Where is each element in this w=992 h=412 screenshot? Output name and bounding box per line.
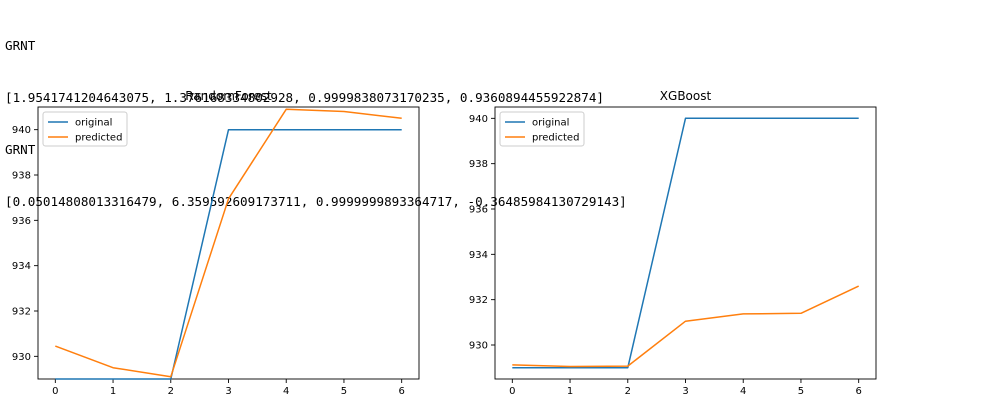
output-line: GRNT	[5, 37, 36, 53]
legend-label-original: original	[75, 118, 112, 129]
y-tick-label: 934	[12, 261, 31, 272]
y-tick-label: 930	[469, 341, 488, 352]
legend-label-predicted: predicted	[75, 133, 122, 144]
chart-title: XGBoost	[660, 89, 712, 103]
legend-label-original: original	[532, 118, 569, 129]
axes-frame	[494, 106, 877, 380]
x-tick-label: 3	[225, 386, 231, 397]
y-tick-label: 940	[12, 125, 31, 136]
y-tick-label: 936	[469, 205, 488, 216]
series-line-original	[512, 117, 859, 369]
x-tick-label: 1	[567, 386, 573, 397]
cell-output: GRNT [1.9541741204643075, 1.376168334802…	[5, 2, 627, 228]
x-tick-label: 5	[798, 386, 804, 397]
y-tick-label: 936	[12, 216, 31, 227]
series-line-original	[55, 128, 402, 380]
y-tick-label: 932	[469, 295, 488, 306]
output-line: [1.9541741204643075, 1.376168334802928, …	[5, 90, 604, 106]
x-tick-label: 1	[110, 386, 116, 397]
x-tick-label: 4	[283, 386, 289, 397]
chart-randomforest: RandomForest 930 932 934 936 938 940 0 1 2 3 4 5 6 ori…	[12, 89, 420, 397]
x-tick-label: 6	[855, 386, 861, 397]
y-tick-label: 938	[469, 159, 488, 170]
chart-title: RandomForest	[185, 89, 272, 103]
y-tick-label: 934	[469, 250, 488, 261]
y-tick-label: 940	[469, 114, 488, 125]
y-tick-label: 930	[12, 352, 31, 363]
x-tick-label: 0	[509, 386, 515, 397]
output-line: GRNT	[5, 142, 36, 158]
output-line: [0.05014808013316479, 6.359592609173711,…	[5, 194, 627, 210]
x-tick-label: 3	[682, 386, 688, 397]
x-tick-label: 4	[740, 386, 746, 397]
x-tick-label: 2	[625, 386, 631, 397]
chart-xgboost: XGBoost 930 932 934 936 938 940 0 1 2 3 4 5 6 original…	[469, 89, 877, 397]
y-tick-label: 932	[12, 307, 31, 318]
x-tick-label: 6	[398, 386, 404, 397]
legend-label-predicted: predicted	[532, 133, 579, 144]
x-tick-label: 5	[341, 386, 347, 397]
series-line-predicted	[512, 285, 860, 368]
axes-frame	[37, 106, 420, 380]
y-tick-label: 938	[12, 171, 31, 182]
x-tick-label: 2	[168, 386, 174, 397]
x-tick-label: 0	[52, 386, 58, 397]
series-line-predicted	[55, 108, 402, 378]
